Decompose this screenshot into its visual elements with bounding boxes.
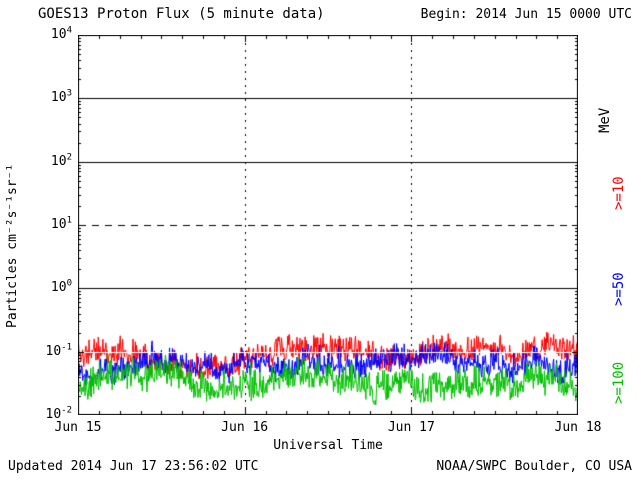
x-tick-label: Jun 17 xyxy=(387,420,435,435)
plot-area xyxy=(78,35,578,415)
x-axis-label: Universal Time xyxy=(273,438,383,453)
y-tick-label: 102 xyxy=(50,152,72,169)
x-tick-label: Jun 18 xyxy=(554,420,602,435)
y-axis-label: Particles cm⁻²s⁻¹sr⁻¹ xyxy=(5,163,20,328)
legend-ge50-label: >=50 xyxy=(611,272,627,306)
y-tick-label: 103 xyxy=(50,89,72,106)
y-tick-label: 10-1 xyxy=(45,342,73,359)
legend-unit-label: MeV xyxy=(597,107,613,133)
source-attribution: NOAA/SWPC Boulder, CO USA xyxy=(436,459,632,474)
legend-ge100-label: >=100 xyxy=(611,361,627,404)
begin-timestamp: Begin: 2014 Jun 15 0000 UTC xyxy=(420,7,632,22)
x-tick-label: Jun 16 xyxy=(221,420,269,435)
y-tick-label: 104 xyxy=(50,25,72,42)
legend-ge10-label: >=10 xyxy=(611,176,627,210)
y-tick-label: 100 xyxy=(50,279,72,296)
x-tick-label: Jun 15 xyxy=(54,420,102,435)
y-tick-label: 101 xyxy=(50,215,72,232)
updated-timestamp: Updated 2014 Jun 17 23:56:02 UTC xyxy=(8,459,259,474)
y-tick-label: 10-2 xyxy=(45,405,73,422)
chart-title: GOES13 Proton Flux (5 minute data) xyxy=(38,6,325,22)
